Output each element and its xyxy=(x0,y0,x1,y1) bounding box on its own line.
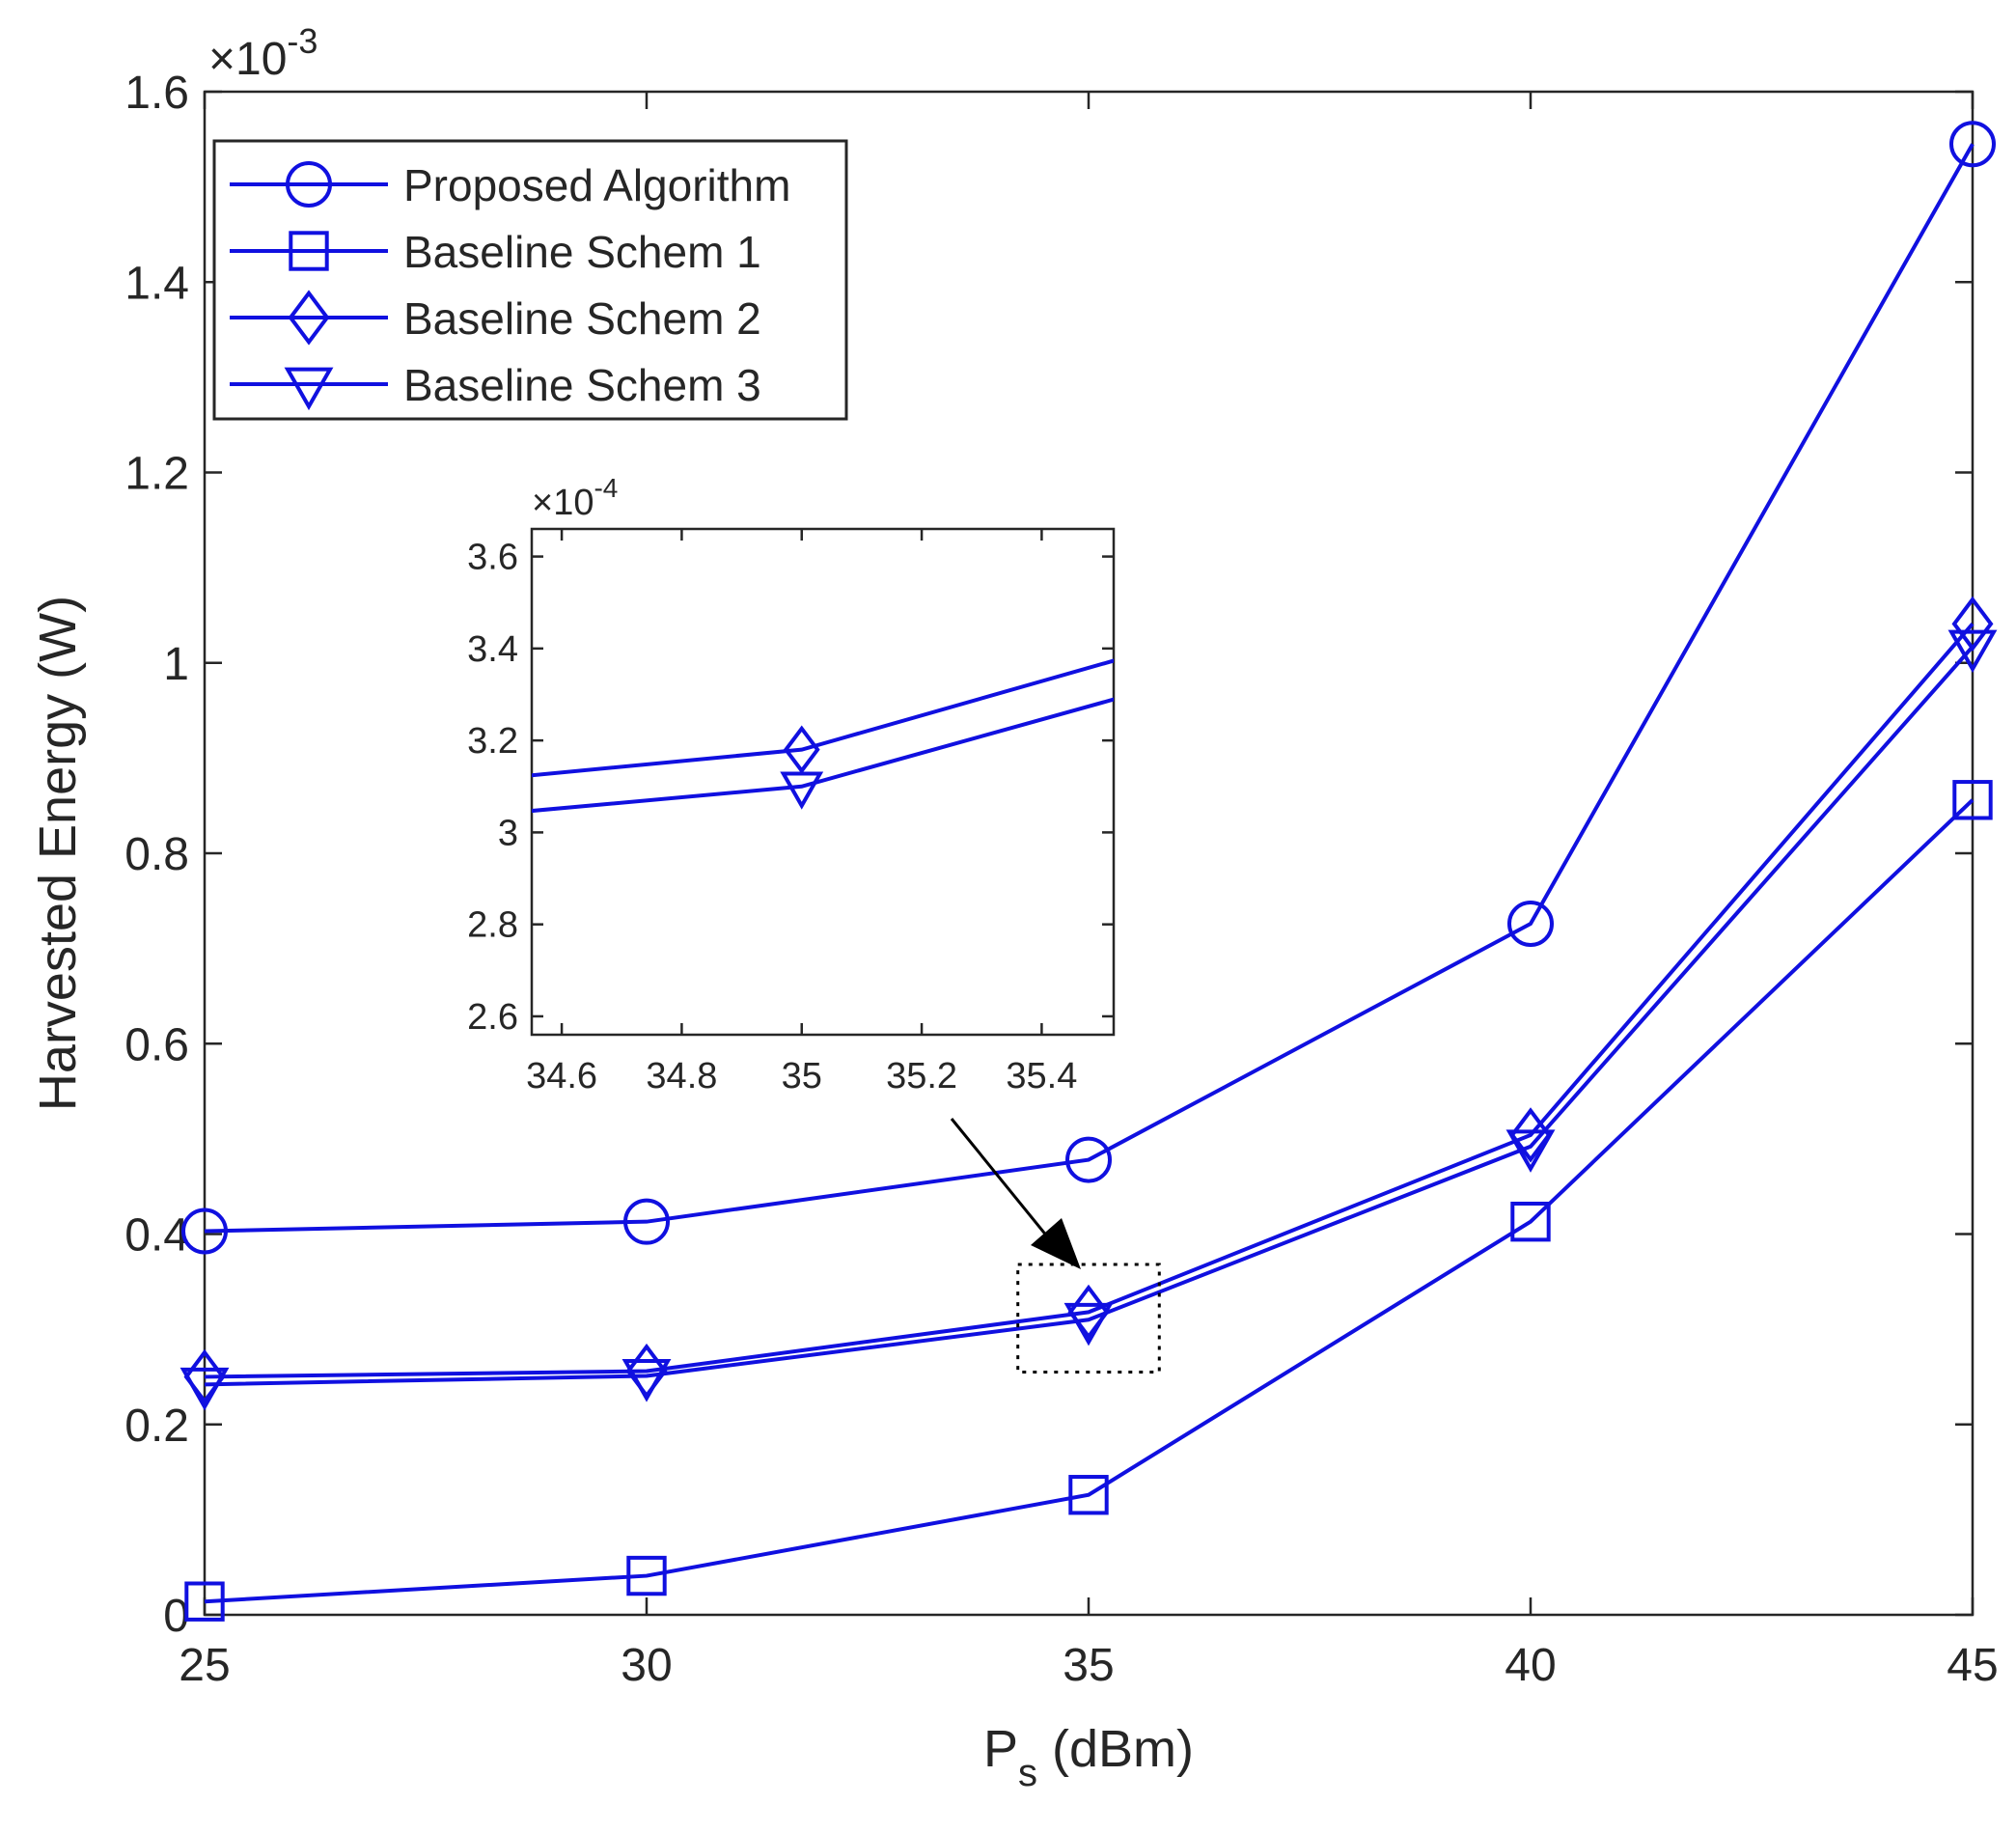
zoom-arrow-head xyxy=(1031,1218,1081,1269)
data-point xyxy=(180,1367,230,1411)
y-axis-label: Harvested Energy (W) xyxy=(29,596,87,1111)
x-tick-label: 45 xyxy=(1947,1640,1998,1691)
data-point xyxy=(1952,780,1993,820)
inset-chart: 34.6 34.8 35 35.2 35.42.62.833.23.43.6×10-4 xyxy=(467,473,1116,1096)
x-tick-label: 30 xyxy=(621,1640,672,1691)
data-point xyxy=(1947,629,1998,674)
x-tick-label: 25 xyxy=(179,1640,230,1691)
inset-data-point xyxy=(783,725,820,774)
data-point xyxy=(1949,121,1996,168)
series-line xyxy=(204,798,1975,1604)
legend-marker-triangle-down xyxy=(284,367,334,411)
legend: Proposed Algorithm Baseline Schem 1 Baseli… xyxy=(212,139,848,421)
inset-series-3 xyxy=(532,658,1114,778)
y-tick-label: 1 xyxy=(163,639,189,690)
inset-y-tick-label: 3.6 xyxy=(467,538,518,578)
series-line xyxy=(204,645,1975,1387)
y-tick-label: 1.4 xyxy=(124,258,189,309)
legend-label: Baseline Schem 2 xyxy=(403,293,761,344)
series-4 xyxy=(180,629,1998,1411)
legend-label: Baseline Schem 3 xyxy=(403,360,761,410)
data-point xyxy=(623,1198,670,1245)
inset-series-4 xyxy=(532,697,1114,814)
data-point xyxy=(621,1359,672,1402)
inset-series-line xyxy=(532,697,1114,814)
y-tick-label: 0.2 xyxy=(124,1401,189,1452)
series-line xyxy=(204,623,1975,1379)
legend-marker-square xyxy=(289,231,329,271)
x-tick-label: 35 xyxy=(1063,1640,1114,1691)
inset-y-tick-label: 3.2 xyxy=(467,721,518,762)
zoom-region-box xyxy=(1016,1263,1161,1374)
legend-label: Baseline Schem 1 xyxy=(403,227,761,277)
legend-label: Proposed Algorithm xyxy=(403,160,790,210)
data-point xyxy=(626,1555,667,1596)
inset-y-tick-label: 2.6 xyxy=(467,997,518,1038)
data-point xyxy=(1510,1201,1551,1242)
series-1 xyxy=(181,121,1996,1255)
inset-data-point xyxy=(780,771,824,810)
inset-x-tick-label: 34.6 xyxy=(526,1056,597,1096)
legend-marker-diamond xyxy=(288,290,330,346)
data-point xyxy=(1063,1302,1114,1346)
inset-y-tick-label: 3.4 xyxy=(467,629,518,670)
y-tick-label: 0.6 xyxy=(124,1019,189,1070)
inset-x-tick-label: 34.8 xyxy=(646,1056,717,1096)
legend-marker-circle xyxy=(286,161,332,208)
y-tick-label: 0.8 xyxy=(124,829,189,880)
inset-x-tick-label: 35.4 xyxy=(1006,1056,1077,1096)
inset-y-tick-label: 2.8 xyxy=(467,905,518,946)
data-point xyxy=(1509,1107,1552,1163)
zoom-arrow-line xyxy=(950,1118,1058,1248)
series-2 xyxy=(184,780,1993,1622)
data-point xyxy=(1068,1475,1109,1515)
inset-x-tick-label: 35.2 xyxy=(886,1056,957,1096)
data-point xyxy=(1507,900,1554,947)
y-tick-label: 1.6 xyxy=(124,68,189,119)
data-point xyxy=(1505,1129,1556,1173)
y-tick-label: 0.4 xyxy=(124,1210,189,1262)
y-tick-label: 1.2 xyxy=(124,449,189,500)
legend-box xyxy=(212,139,848,421)
x-tick-label: 40 xyxy=(1505,1640,1556,1691)
inset-x-tick-label: 35 xyxy=(782,1056,822,1096)
inset-y-tick-label: 3 xyxy=(498,813,518,853)
data-point xyxy=(184,1581,225,1622)
series-line xyxy=(204,143,1975,1234)
data-point xyxy=(1065,1136,1112,1183)
inset-series-line xyxy=(532,658,1114,778)
data-point xyxy=(181,1207,228,1255)
